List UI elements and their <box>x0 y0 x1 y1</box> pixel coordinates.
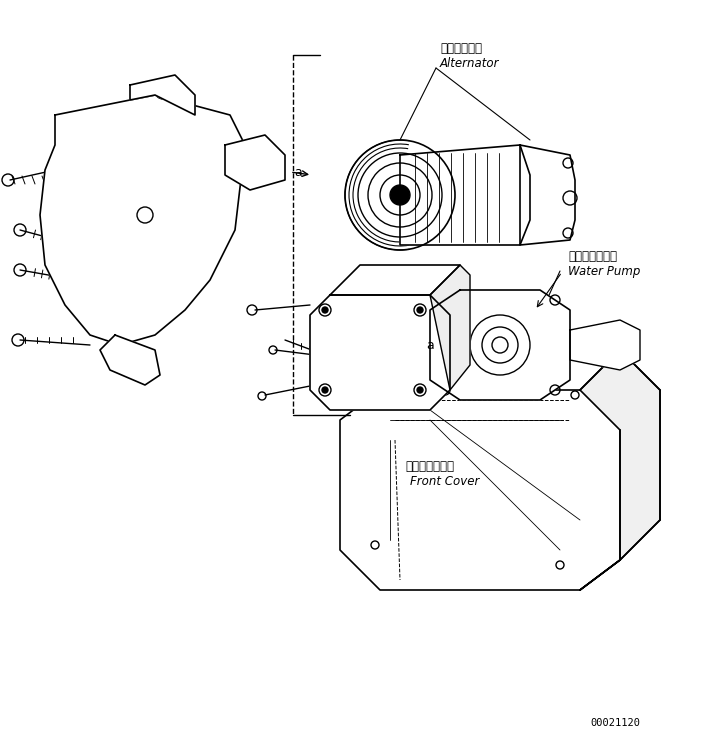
Circle shape <box>322 387 328 393</box>
Text: Water Pump: Water Pump <box>568 265 640 278</box>
Polygon shape <box>130 75 195 115</box>
Polygon shape <box>430 265 470 390</box>
Polygon shape <box>310 295 450 410</box>
Circle shape <box>390 185 410 205</box>
Text: 00021120: 00021120 <box>590 718 640 728</box>
Polygon shape <box>520 145 575 245</box>
Text: フロントカバー: フロントカバー <box>405 460 454 473</box>
Circle shape <box>322 307 328 313</box>
Polygon shape <box>340 390 620 590</box>
Polygon shape <box>380 350 620 390</box>
Text: ウォータポンプ: ウォータポンプ <box>568 250 617 263</box>
Circle shape <box>417 307 423 313</box>
Polygon shape <box>580 350 660 590</box>
Polygon shape <box>225 135 285 190</box>
Polygon shape <box>570 320 640 370</box>
Polygon shape <box>40 95 245 345</box>
Circle shape <box>417 387 423 393</box>
Polygon shape <box>430 290 570 400</box>
Text: オルタネータ: オルタネータ <box>440 42 482 55</box>
Text: Alternator: Alternator <box>440 57 500 70</box>
Polygon shape <box>100 335 160 385</box>
Text: a: a <box>294 166 302 178</box>
Polygon shape <box>330 265 460 295</box>
Text: Front Cover: Front Cover <box>410 475 479 488</box>
Polygon shape <box>400 145 530 245</box>
Text: a: a <box>426 338 434 352</box>
